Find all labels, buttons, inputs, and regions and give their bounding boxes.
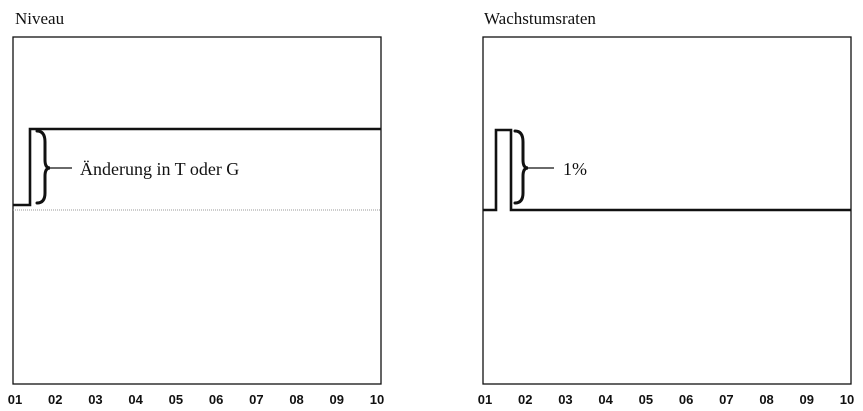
annotation: Änderung in T oder G <box>80 159 239 179</box>
level-line <box>13 127 381 207</box>
x-tick-label: 02 <box>48 392 62 407</box>
x-tick-label: 04 <box>128 392 143 407</box>
brace <box>35 129 51 205</box>
x-tick-label: 01 <box>478 392 492 407</box>
x-tick-label: 03 <box>88 392 102 407</box>
x-tick-label: 04 <box>598 392 613 407</box>
x-tick-label: 10 <box>370 392 384 407</box>
x-tick-label: 10 <box>840 392 854 407</box>
annotation: 1% <box>563 159 587 179</box>
x-tick-label: 06 <box>679 392 693 407</box>
x-tick-label: 06 <box>209 392 223 407</box>
x-tick-label: 09 <box>800 392 814 407</box>
x-tick-label: 08 <box>289 392 303 407</box>
panel-title: Wachstumsraten <box>484 9 596 28</box>
x-tick-label: 08 <box>759 392 773 407</box>
x-tick-label: 05 <box>169 392 183 407</box>
growth-line <box>483 128 851 212</box>
x-tick-label: 03 <box>558 392 572 407</box>
x-tick-label: 07 <box>249 392 263 407</box>
x-tick-label: 07 <box>719 392 733 407</box>
panel-title: Niveau <box>15 9 65 28</box>
x-tick-label: 09 <box>330 392 344 407</box>
x-tick-label: 01 <box>8 392 22 407</box>
brace <box>513 129 529 205</box>
x-tick-label: 05 <box>639 392 653 407</box>
x-tick-label: 02 <box>518 392 532 407</box>
